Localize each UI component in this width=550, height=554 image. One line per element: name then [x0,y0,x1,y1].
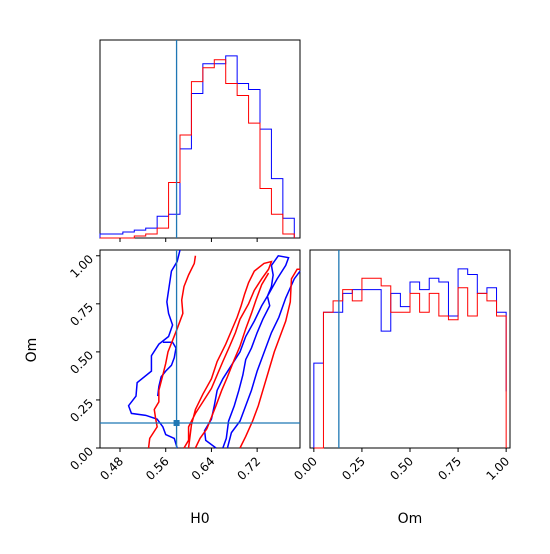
hist-om-series-red [313,277,507,449]
contour-frame [99,249,301,449]
contour-x-tick-label: 0.48 [97,454,126,483]
contour-red-inner [194,272,270,449]
contour-y-tick-label: 0.50 [67,348,96,377]
contour-red-outer [147,255,197,449]
contour-x-tick-label: 0.64 [189,454,218,483]
contour-y-tick-label: 0.00 [67,444,96,473]
hist-h0-series-blue [99,55,295,238]
contour-blue-inner [156,341,177,397]
hist-h0-frame [99,39,301,239]
hist-om-x-tick-label: 0.50 [387,454,416,483]
hist-om-series-blue [313,268,507,448]
hist-h0-panel [99,40,295,242]
contour-x-tick-label: 0.56 [143,454,172,483]
contour-red-outer [239,268,300,449]
contour-blue-outer [203,254,290,449]
x-axis-label-om: Om [398,511,423,527]
y-axis-label-om: Om [24,338,40,363]
hist-om-x-tick-label: 1.00 [483,454,512,483]
hist-h0-series-red [100,59,295,239]
contour-blue-outer [226,270,301,449]
contour-red-outer [183,260,273,449]
contour-y-tick-label: 0.25 [67,396,96,425]
hist-om-x-tick-label: 0.25 [339,454,368,483]
hist-om-x-tick-label: 0.75 [435,454,464,483]
contour-x-tick-label: 0.72 [234,454,263,483]
contour-y-tick-label: 1.00 [67,252,96,281]
hist-om-frame [309,249,511,449]
hist-om-x-tick-label: 0.00 [291,454,320,483]
contour-blue-outer [127,249,181,449]
x-axis-label-h0: H0 [190,511,209,527]
contour-truth-marker [173,420,180,427]
contour-y-tick-label: 0.75 [67,300,96,329]
